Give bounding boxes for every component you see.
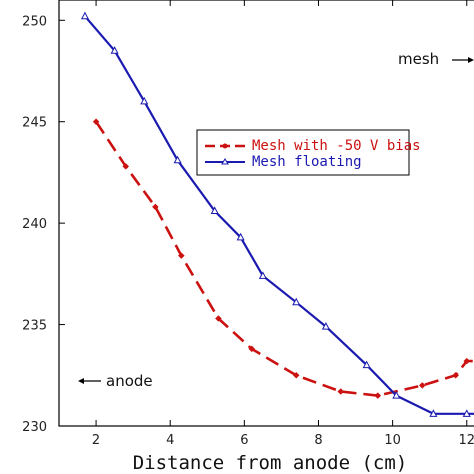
x-tick-label: 2 <box>92 433 100 448</box>
x-tick-label: 4 <box>166 433 174 448</box>
x-tick-label: 10 <box>384 433 401 448</box>
axis-ticks: 2 4 6 8 10 12 230 235 240 245 250 <box>22 0 474 448</box>
plot-frame <box>58 0 474 427</box>
annotation-anode-label: anode <box>106 372 153 390</box>
series-2-point <box>362 360 371 369</box>
series-1-point <box>418 382 426 389</box>
x-tick-label: 6 <box>240 433 248 448</box>
series-2-point <box>140 96 149 105</box>
series-layer <box>80 11 474 417</box>
y-tick-label: 230 <box>22 420 47 435</box>
series-1-point <box>215 315 222 322</box>
legend-label-series-1: Mesh with -50 V bias <box>252 138 421 154</box>
annotation-anode: anode <box>78 372 153 390</box>
y-tick-label: 245 <box>22 116 47 131</box>
series-2-point <box>392 391 401 399</box>
series-2-point <box>258 271 267 279</box>
x-axis-label: Distance from anode (cm) <box>133 452 408 474</box>
legend-marker-series-1 <box>222 143 228 149</box>
legend-label-series-2: Mesh floating <box>252 154 362 170</box>
series-2-point <box>429 409 438 417</box>
series-2-point <box>321 322 330 330</box>
series-1-point <box>177 252 185 259</box>
annotation-mesh-arrowhead <box>468 57 474 63</box>
x-tick-label: 8 <box>314 433 322 448</box>
y-tick-label: 250 <box>22 14 47 29</box>
series-2-point <box>110 46 119 54</box>
series-1-point <box>292 371 300 379</box>
legend-box <box>196 129 410 176</box>
x-tick-label: 12 <box>458 433 474 448</box>
annotation-mesh: mesh <box>398 50 474 68</box>
series-1-point <box>152 203 159 211</box>
plot-area <box>58 0 474 427</box>
legend: Mesh with -50 V bias Mesh floating <box>196 129 421 176</box>
series-1-point <box>374 392 382 399</box>
series-2-point <box>80 11 89 20</box>
series-line-1 <box>95 120 474 397</box>
annotation-anode-arrowhead <box>78 378 84 384</box>
series-1-point <box>248 345 256 353</box>
series-1-point <box>92 118 100 126</box>
series-1-point <box>122 162 130 170</box>
series-1-point <box>337 388 345 395</box>
series-1-point <box>463 357 471 365</box>
legend-marker-series-2 <box>221 158 229 165</box>
series-2-point <box>236 232 245 241</box>
series-2-point <box>210 206 219 214</box>
series-2-point <box>292 297 301 306</box>
series-1-point <box>452 371 459 379</box>
series-2-point <box>462 409 471 417</box>
y-tick-label: 240 <box>22 217 47 232</box>
series-line-2 <box>84 15 474 415</box>
y-tick-label: 235 <box>22 319 47 334</box>
annotation-mesh-label: mesh <box>398 50 439 68</box>
series-2-point <box>173 155 182 164</box>
